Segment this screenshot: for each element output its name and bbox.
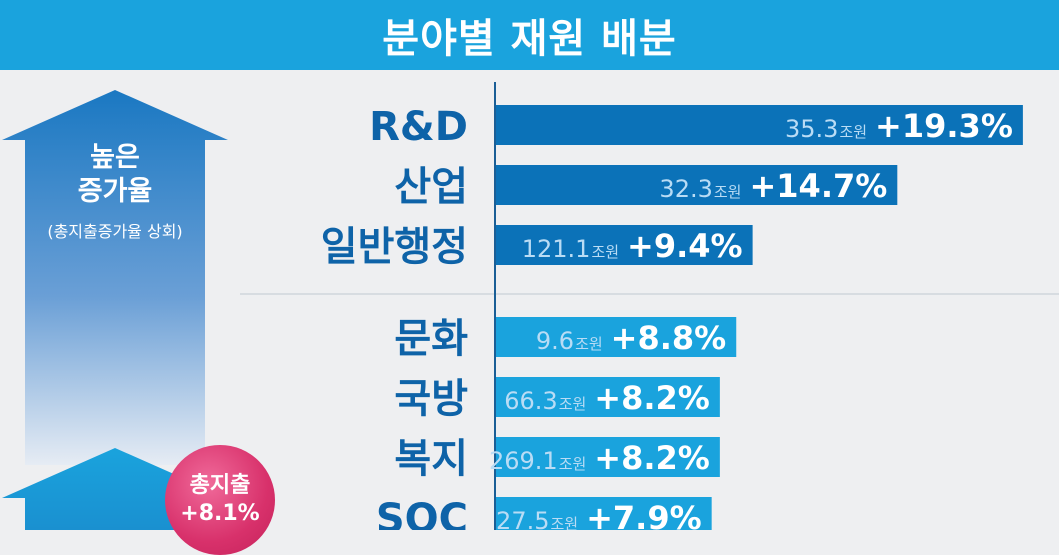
bar-4 (496, 377, 720, 417)
value-label-3: 9.6조원 +8.8% (536, 319, 726, 357)
big-up-arrow (2, 90, 228, 465)
value-label-2: 121.1조원 +9.4% (522, 227, 743, 265)
category-label-1: 산업 (394, 164, 468, 210)
category-label-3: 문화 (394, 316, 468, 362)
category-label-0: R&D (369, 104, 468, 150)
bar-6 (496, 497, 712, 530)
arrow-title-line1: 높은 (90, 142, 140, 173)
chart-title: 분야별 재원 배분 (382, 16, 677, 62)
chart-title-banner: 분야별 재원 배분 (0, 0, 1059, 70)
bar-chart: R&D 35.3조원 +19.3% 산업 32.3조원 +14.7% 일반행정 121.1조원… (2, 82, 1059, 530)
category-label-6: SOC (376, 496, 468, 530)
category-label-5: 복지 (394, 436, 468, 482)
value-label-4: 66.3조원 +8.2% (504, 379, 710, 417)
category-label-2: 일반행정 (321, 224, 468, 270)
value-label-0: 35.3조원 +19.3% (785, 107, 1013, 145)
arrow-subtitle: (총지출증가율 상회) (47, 222, 183, 241)
category-label-4: 국방 (394, 376, 468, 422)
value-label-5: 269.1조원 +8.2% (489, 439, 710, 477)
badge-label: 총지출 (189, 473, 251, 498)
value-label-1: 32.3조원 +14.7% (659, 167, 887, 205)
bar-0 (496, 105, 1023, 145)
value-label-6: 27.5조원 +7.9% (496, 499, 702, 530)
bar-5 (496, 437, 720, 477)
arrow-title-line2: 증가율 (77, 176, 153, 207)
bar-1 (496, 165, 898, 205)
total-expenditure-badge: 총지출 +8.1% (165, 445, 275, 555)
bar-3 (496, 317, 737, 357)
bar-2 (496, 225, 753, 265)
badge-value: +8.1% (180, 501, 260, 526)
